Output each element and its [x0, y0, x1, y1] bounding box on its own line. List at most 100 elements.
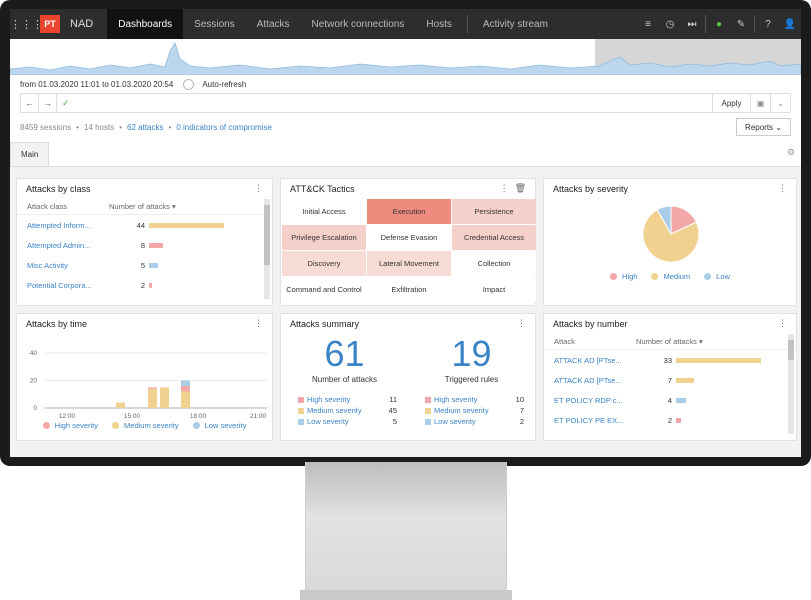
- col-number-of-attacks[interactable]: Number of attacks ▾: [109, 201, 176, 211]
- reports-button[interactable]: Reports ⌄: [736, 118, 791, 136]
- toolbar-divider: [705, 15, 706, 33]
- more-icon[interactable]: ⋮: [254, 318, 263, 328]
- tactic-cell[interactable]: Persistence: [452, 199, 536, 224]
- row-name-link[interactable]: Attempted Inform...: [27, 220, 91, 230]
- more-icon[interactable]: ⋮: [499, 183, 509, 193]
- more-icon[interactable]: ⋮: [778, 183, 787, 193]
- auto-refresh-toggle[interactable]: [183, 78, 195, 90]
- severity-link[interactable]: High severity: [307, 395, 351, 404]
- indicators-link[interactable]: 0 indicators of compromise: [176, 122, 272, 132]
- time-bar-segment[interactable]: [116, 402, 125, 409]
- date-range-text[interactable]: from 01.03.2020 11:01 to 01.03.2020 20:5…: [20, 79, 174, 89]
- timeline-histogram[interactable]: [10, 39, 801, 76]
- legend-item[interactable]: High severity: [42, 421, 98, 430]
- x-tick-label: 12:00: [59, 413, 76, 419]
- table-row[interactable]: ATTACK AD [PTse... 7: [544, 370, 796, 390]
- time-bar-segment[interactable]: [148, 387, 157, 389]
- table-row[interactable]: Misc Activity 5: [17, 255, 272, 275]
- col-attack-class[interactable]: Attack class: [27, 201, 68, 211]
- more-icon[interactable]: ⋮: [254, 183, 263, 193]
- tactic-cell[interactable]: Impact: [452, 277, 536, 302]
- severity-pie-chart: [642, 205, 700, 263]
- user-icon[interactable]: 👤: [783, 18, 797, 30]
- col-number-of-attacks[interactable]: Number of attacks ▾: [636, 336, 703, 346]
- attacks-link[interactable]: 62 attacks: [127, 122, 164, 132]
- list-icon[interactable]: ≡: [645, 18, 651, 30]
- legend-item[interactable]: Low: [704, 272, 730, 281]
- scrollbar[interactable]: [264, 199, 270, 299]
- back-arrow-icon[interactable]: ←: [21, 94, 39, 112]
- save-icon[interactable]: ▣: [750, 94, 770, 112]
- time-bar-segment[interactable]: [148, 388, 157, 408]
- time-bar-segment[interactable]: [181, 386, 190, 392]
- wrench-icon[interactable]: ✎: [736, 18, 746, 30]
- more-icon[interactable]: ⋮: [778, 318, 787, 328]
- nav-attacks[interactable]: Attacks: [256, 18, 290, 30]
- time-bar-segment[interactable]: [160, 387, 169, 408]
- severity-link[interactable]: Low severity: [307, 417, 349, 426]
- tactic-cell[interactable]: Lateral Movement: [367, 251, 451, 276]
- table-row[interactable]: ET POLICY PE EX... 2: [544, 410, 796, 430]
- tactic-cell[interactable]: Collection: [452, 251, 536, 276]
- severity-link[interactable]: Low severity: [434, 417, 476, 426]
- row-name-link[interactable]: ET POLICY PE EX...: [554, 415, 624, 425]
- class-bar: [149, 282, 153, 288]
- pie-slice[interactable]: [642, 208, 700, 263]
- tactic-cell[interactable]: Exfiltration: [367, 277, 451, 302]
- row-name-link[interactable]: Attempted Admin...: [27, 240, 91, 250]
- nav-activity-stream[interactable]: Activity stream: [482, 18, 548, 30]
- apps-grid-icon[interactable]: ⋮⋮⋮: [10, 18, 43, 31]
- scrollbar-thumb[interactable]: [264, 205, 270, 265]
- monitor-bezel: ⋮⋮⋮ PT NAD Dashboards Sessions Attacks N…: [0, 0, 811, 466]
- attacks-total: 61: [324, 333, 365, 374]
- nav-network-connections[interactable]: Network connections: [311, 18, 405, 30]
- more-icon[interactable]: ⋮: [517, 318, 526, 328]
- severity-link[interactable]: High severity: [434, 395, 478, 404]
- row-name-link[interactable]: ET POLICY RDP c...: [554, 395, 623, 405]
- tactic-cell[interactable]: Privilege Escalation: [282, 225, 366, 250]
- row-name-link[interactable]: Potential Corpora...: [27, 280, 92, 290]
- nav-dashboards[interactable]: Dashboards: [107, 9, 184, 39]
- table-row[interactable]: Attempted Admin... 8: [17, 235, 272, 255]
- scrollbar[interactable]: [788, 334, 794, 434]
- time-bar-segment[interactable]: [181, 380, 190, 387]
- pie-slice[interactable]: [656, 205, 672, 236]
- severity-link[interactable]: Medium severity: [434, 406, 489, 415]
- stats-row: 8459 sessions • 14 hosts • 62 attacks • …: [20, 113, 791, 141]
- trash-icon[interactable]: 🗑: [514, 183, 526, 193]
- time-bar-segment[interactable]: [181, 391, 190, 409]
- table-row[interactable]: Attempted Inform... 44: [17, 215, 272, 235]
- help-icon[interactable]: ?: [765, 18, 771, 30]
- row-name-link[interactable]: Misc Activity: [27, 260, 68, 270]
- legend-item[interactable]: Low severity: [192, 421, 246, 430]
- gear-icon[interactable]: ⚙: [786, 147, 795, 157]
- tactic-cell[interactable]: Discovery: [282, 251, 366, 276]
- legend-item[interactable]: Medium: [651, 272, 690, 281]
- chevron-down-icon[interactable]: ⌄: [770, 94, 790, 112]
- scrollbar-thumb[interactable]: [788, 340, 794, 360]
- nav-hosts[interactable]: Hosts: [426, 18, 452, 30]
- tactic-cell[interactable]: Defense Evasion: [367, 225, 451, 250]
- class-bar: [149, 262, 158, 268]
- row-name-link[interactable]: ATTACK AD [PTse...: [554, 355, 622, 365]
- panel-title: Attacks by number: [553, 318, 628, 329]
- apply-button[interactable]: Apply: [712, 94, 750, 112]
- tactic-cell[interactable]: Execution: [367, 199, 451, 224]
- legend-item[interactable]: Medium severity: [112, 421, 179, 430]
- tactic-cell[interactable]: Credential Access: [452, 225, 536, 250]
- table-row[interactable]: ET POLICY RDP c... 4: [544, 390, 796, 410]
- skip-forward-icon[interactable]: ⏭: [687, 18, 697, 30]
- tab-main[interactable]: Main: [10, 142, 50, 166]
- table-row[interactable]: ATTACK AD [PTse... 33: [544, 350, 796, 370]
- tactic-cell[interactable]: Initial Access: [282, 199, 366, 224]
- nav-sessions[interactable]: Sessions: [194, 18, 235, 30]
- row-name-link[interactable]: ATTACK AD [PTse...: [554, 375, 622, 385]
- clock-icon[interactable]: ◷: [665, 18, 675, 30]
- attack-bar: [676, 397, 687, 403]
- tactic-cell[interactable]: Command and Control: [282, 277, 366, 302]
- legend-item[interactable]: High: [610, 272, 637, 281]
- col-attack[interactable]: Attack: [554, 336, 575, 346]
- forward-arrow-icon[interactable]: →: [39, 94, 57, 112]
- table-row[interactable]: Potential Corpora... 2: [17, 275, 272, 295]
- severity-link[interactable]: Medium severity: [307, 406, 362, 415]
